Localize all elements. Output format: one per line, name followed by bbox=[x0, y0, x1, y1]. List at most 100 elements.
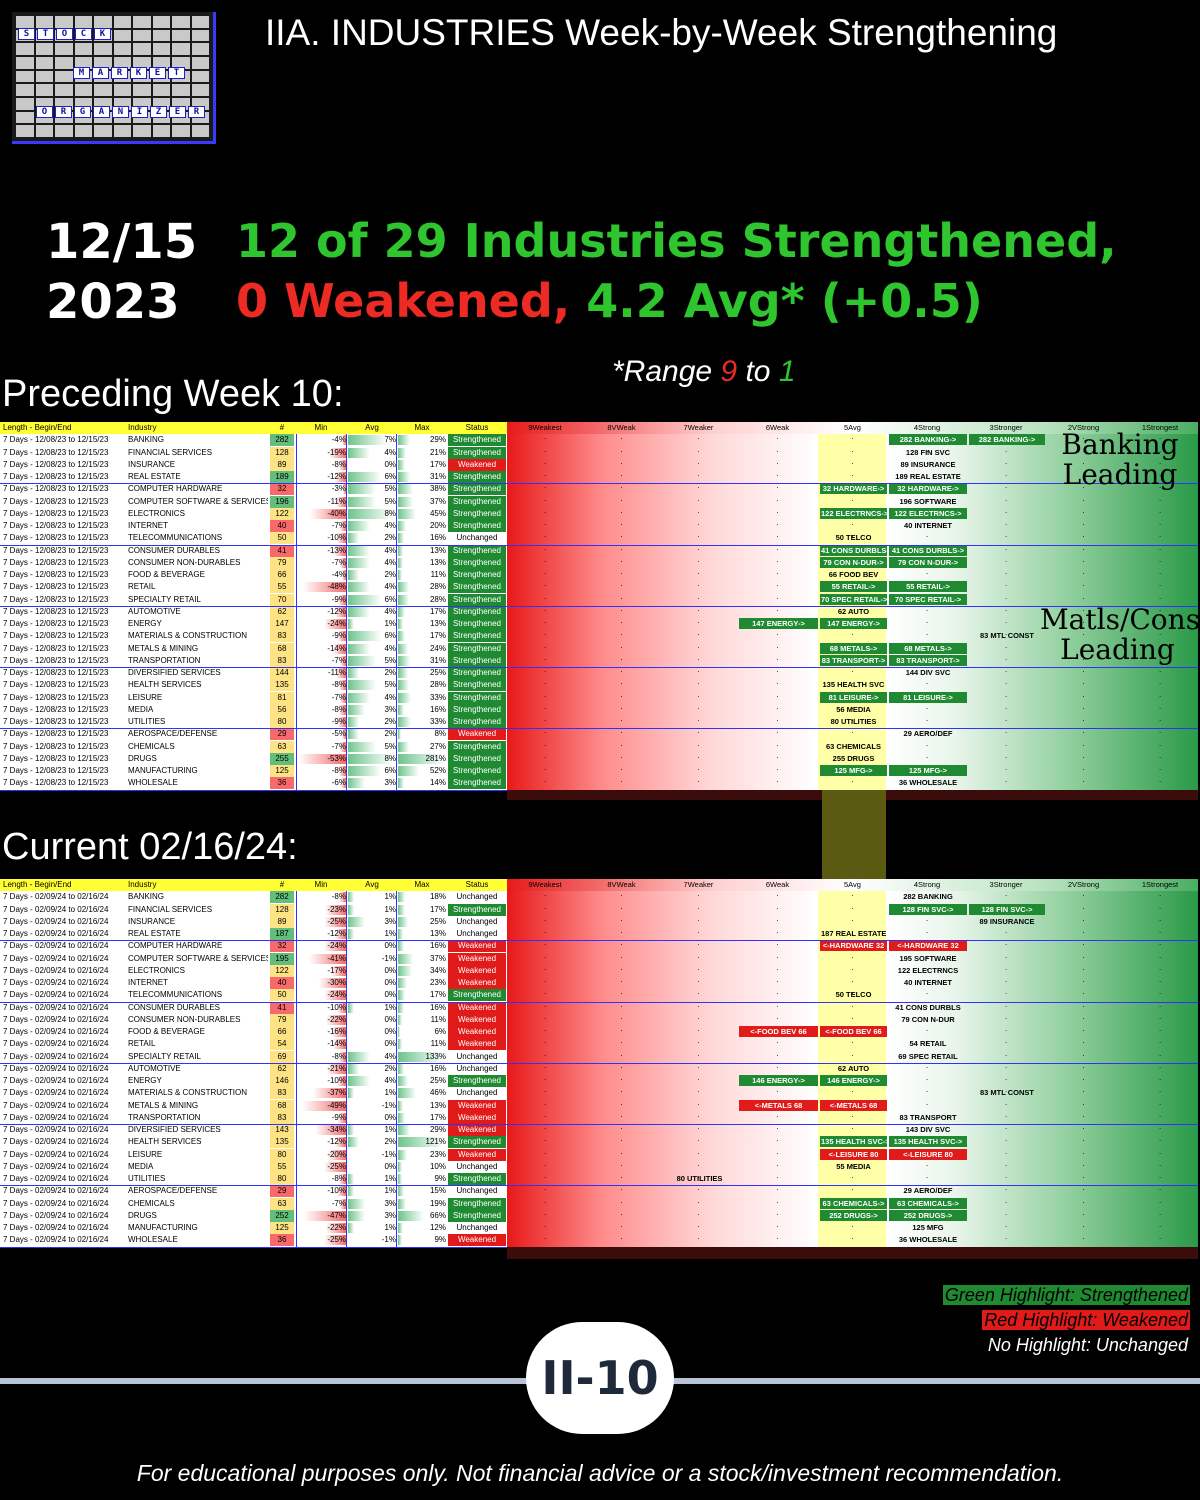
level-dot: . bbox=[697, 481, 700, 491]
row-industry: ENERGY bbox=[128, 1076, 162, 1085]
level-dot: . bbox=[1159, 889, 1162, 899]
level-dot: . bbox=[1005, 1195, 1008, 1205]
level-marker: 195 SOFTWARE bbox=[899, 953, 957, 963]
row-avg-value: 8% bbox=[384, 753, 396, 763]
level-dot: . bbox=[620, 1171, 623, 1180]
min-bar bbox=[330, 965, 346, 976]
row-avg: 0% bbox=[348, 965, 396, 977]
level-dot: . bbox=[1082, 1122, 1085, 1131]
row-status: Strengthened bbox=[448, 446, 506, 459]
row-min-value: -9% bbox=[331, 594, 346, 604]
row-industry: MATERIALS & CONSTRUCTION bbox=[128, 1088, 247, 1098]
min-bar bbox=[327, 1063, 346, 1074]
level-dot: . bbox=[544, 926, 547, 935]
level-dot: . bbox=[1082, 901, 1085, 911]
row-min: -8% bbox=[296, 1051, 346, 1063]
logo-tile bbox=[94, 84, 112, 96]
level-dot: . bbox=[620, 962, 623, 972]
level-dot: . bbox=[620, 1048, 623, 1058]
level-dot: . bbox=[776, 1036, 779, 1046]
group-separator bbox=[0, 605, 1198, 607]
row-industry: TELECOMMUNICATIONS bbox=[128, 990, 223, 1000]
level-dot: . bbox=[1005, 1220, 1008, 1229]
row-status: Weakened bbox=[448, 1026, 506, 1039]
level-dot: . bbox=[1159, 1171, 1162, 1180]
level-dot: . bbox=[697, 518, 700, 527]
level-dot: . bbox=[544, 1207, 547, 1217]
level-marker: 83 MTL CONST bbox=[979, 631, 1035, 641]
row-avg: 5% bbox=[348, 679, 396, 691]
logo-tile bbox=[152, 57, 170, 69]
row-max: 11% bbox=[398, 569, 446, 581]
row-max: 38% bbox=[398, 483, 446, 495]
row-max-value: 21% bbox=[429, 447, 446, 457]
row-max: 13% bbox=[398, 1100, 446, 1112]
max-bar bbox=[398, 1088, 417, 1099]
row-industry: AUTOMOTIVE bbox=[128, 606, 181, 616]
level-dot: . bbox=[544, 1183, 547, 1193]
row-avg: 4% bbox=[348, 1075, 396, 1087]
row-avg-value: 0% bbox=[384, 941, 396, 951]
level-dot: . bbox=[697, 1195, 700, 1205]
row-status: Strengthened bbox=[448, 544, 506, 557]
logo-tile bbox=[74, 98, 92, 110]
max-bar bbox=[398, 508, 416, 519]
level-marker: 83 TRANSPORT-> bbox=[820, 654, 887, 666]
level-dot: . bbox=[1082, 1220, 1085, 1229]
row-avg-value: 3% bbox=[384, 1198, 396, 1208]
level-dot: . bbox=[697, 889, 700, 899]
avg-bar bbox=[348, 778, 365, 789]
level-dot: . bbox=[851, 567, 854, 576]
row-avg-value: 1% bbox=[384, 619, 396, 628]
min-bar bbox=[337, 594, 346, 605]
min-bar bbox=[337, 533, 346, 544]
table-row: 7 Days - 12/08/23 to 12/15/23 FINANCIAL S… bbox=[0, 445, 1198, 459]
level-dot: . bbox=[926, 530, 929, 540]
avg-bar bbox=[348, 717, 359, 727]
row-max-value: 17% bbox=[429, 606, 446, 616]
row-max: 20% bbox=[398, 520, 446, 532]
row-status: Strengthened bbox=[448, 507, 506, 520]
level-dot: . bbox=[620, 628, 623, 638]
logo-tile bbox=[35, 57, 53, 69]
level-dot: . bbox=[851, 913, 854, 923]
level-dot: . bbox=[851, 1232, 854, 1242]
row-max: 24% bbox=[398, 643, 446, 655]
level-dot: . bbox=[697, 652, 700, 662]
level-dot: . bbox=[776, 481, 779, 491]
headline-average: 4.2 Avg* (+0.5) bbox=[586, 274, 983, 328]
table-row: 7 Days - 02/09/24 to 02/16/24 MATERIALS &… bbox=[0, 1085, 1198, 1100]
row-max: 12% bbox=[398, 1222, 446, 1234]
row-avg-value: 1% bbox=[384, 1002, 396, 1012]
row-count: 83 bbox=[270, 654, 294, 667]
row-count: 63 bbox=[270, 1197, 294, 1210]
row-max: 27% bbox=[398, 741, 446, 753]
row-industry: RETAIL bbox=[128, 1039, 156, 1049]
row-avg: 5% bbox=[348, 655, 396, 667]
row-max: 17% bbox=[398, 630, 446, 642]
row-length: 7 Days - 12/08/23 to 12/15/23 bbox=[3, 557, 109, 567]
row-min-value: -24% bbox=[327, 941, 346, 951]
min-bar bbox=[342, 570, 346, 580]
level-dot: . bbox=[697, 701, 700, 711]
level-marker: 41 CONS DURBLS bbox=[895, 1002, 961, 1012]
row-count: 36 bbox=[270, 1234, 294, 1247]
level-dot: . bbox=[697, 469, 700, 478]
row-min: -8% bbox=[296, 704, 346, 716]
level-marker: 32 HARDWARE-> bbox=[889, 483, 967, 495]
row-min-value: -8% bbox=[331, 892, 346, 902]
level-dot: . bbox=[620, 1085, 623, 1095]
level-dot: . bbox=[926, 1024, 929, 1033]
level-dot: . bbox=[1159, 1195, 1162, 1205]
level-marker: 80 UTILITIES bbox=[830, 717, 877, 726]
row-min: -25% bbox=[296, 916, 346, 928]
level-dot: . bbox=[697, 738, 700, 748]
level-dot: . bbox=[1159, 616, 1162, 625]
level-dot: . bbox=[1159, 1232, 1162, 1242]
min-bar bbox=[339, 741, 346, 752]
row-max-value: 16% bbox=[429, 704, 446, 714]
row-min: -9% bbox=[296, 1112, 346, 1124]
table-row: 7 Days - 02/09/24 to 02/16/24 FOOD & BEVE… bbox=[0, 1024, 1198, 1039]
row-industry: FINANCIAL SERVICES bbox=[128, 447, 213, 457]
